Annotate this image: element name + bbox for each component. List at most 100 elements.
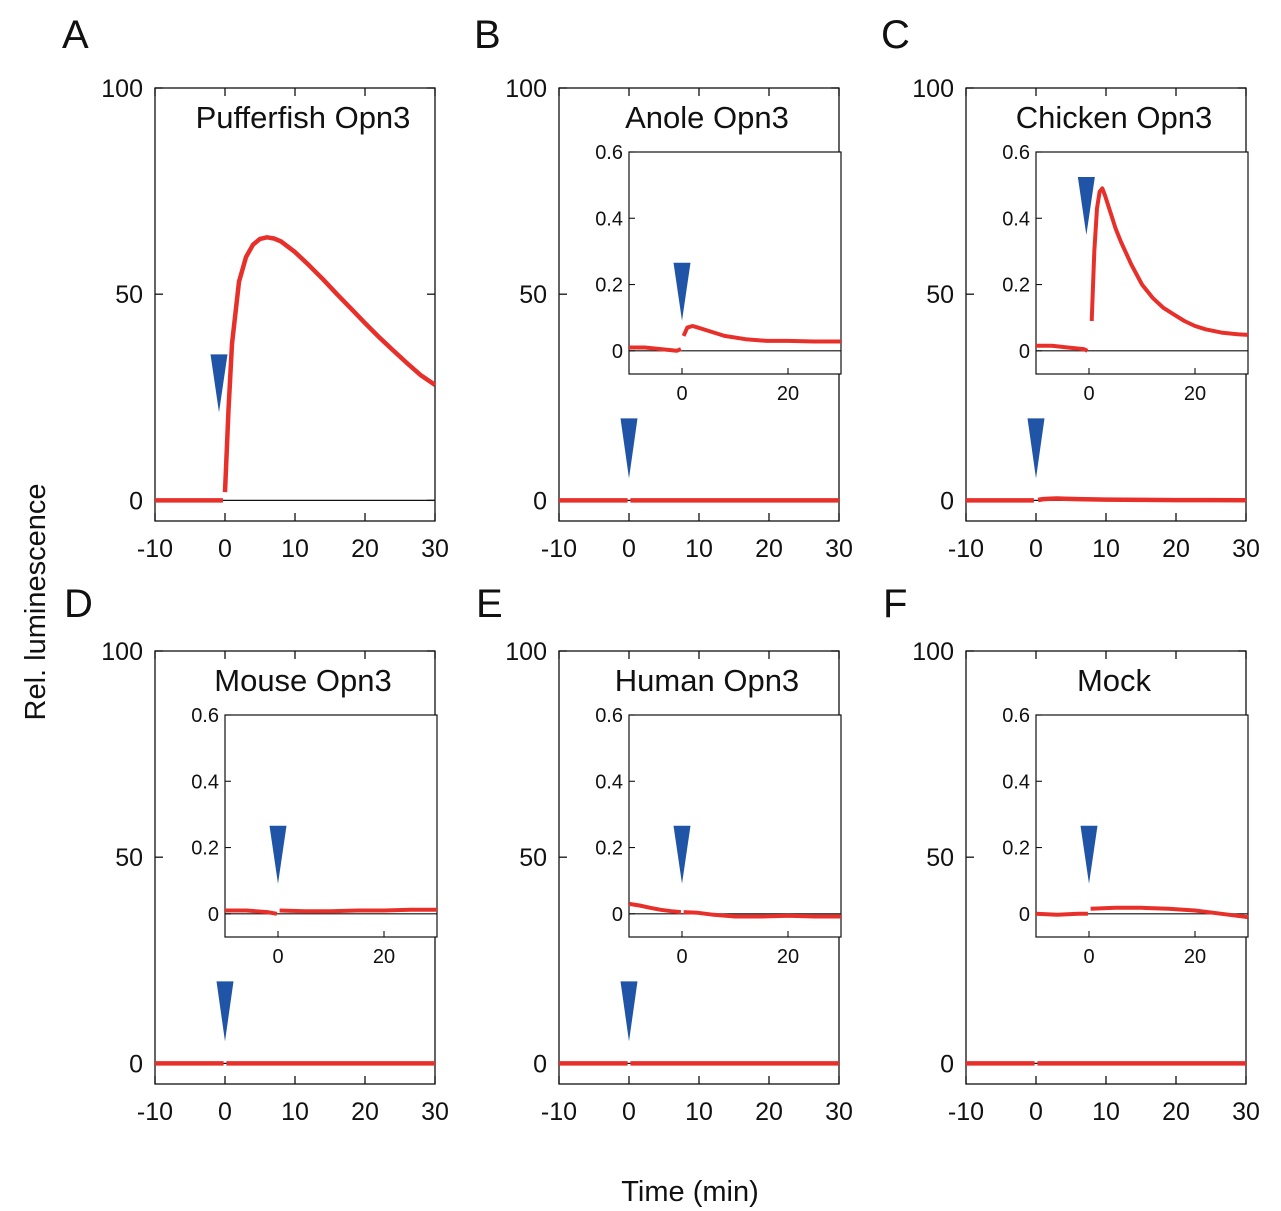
panel-a: A 0 50 100 -10 0 10 20 30 Pufferfish Opn3 <box>62 13 449 563</box>
y-tick-label: 50 <box>115 281 143 309</box>
x-tick-label: 20 <box>1162 1098 1190 1126</box>
x-tick-label: 30 <box>1232 535 1260 563</box>
inset-y-tick-label: 0.2 <box>191 838 219 860</box>
inset-x-tick-label: 20 <box>373 946 395 968</box>
inset-x-tick-label: 0 <box>1083 383 1094 405</box>
panel-title: Mock <box>1077 663 1152 698</box>
x-tick-label: 0 <box>622 1098 636 1126</box>
x-tick-label: 30 <box>1232 1098 1260 1126</box>
x-tick-label: 0 <box>1029 1098 1043 1126</box>
inset-x-tick-label: 0 <box>676 946 687 968</box>
inset-y-tick-label: 0 <box>612 904 623 926</box>
inset-series-line <box>629 345 682 353</box>
panel-letter: D <box>64 582 93 626</box>
inset-y-tick-label: 0.4 <box>595 771 623 793</box>
inset-y-tick-label: 0.6 <box>1002 705 1030 727</box>
inset-plot: 0 0.2 0.4 0.6 0 20 <box>595 142 842 405</box>
panel-title: Human Opn3 <box>615 663 799 698</box>
inset-series-line <box>628 901 682 915</box>
inset-light-onset-arrowhead <box>673 262 691 321</box>
y-tick-label: 0 <box>533 1050 547 1078</box>
y-tick-label: 50 <box>519 844 547 872</box>
panel-title: Mouse Opn3 <box>214 663 392 698</box>
light-onset-arrowhead <box>210 354 228 413</box>
inset-y-tick-label: 0.6 <box>595 705 623 727</box>
y-tick-label: 100 <box>505 638 547 666</box>
y-tick-label: 0 <box>129 1050 143 1078</box>
x-tick-label: 0 <box>218 535 232 563</box>
inset-series-line <box>279 907 437 914</box>
x-tick-label: 10 <box>1092 535 1120 563</box>
y-tick-label: 0 <box>533 487 547 515</box>
x-tick-label: 10 <box>685 1098 713 1126</box>
inset-light-onset-arrowhead <box>269 825 287 884</box>
x-tick-label: 10 <box>281 535 309 563</box>
x-tick-label: 30 <box>421 535 449 563</box>
inset-x-tick-label: 0 <box>1083 946 1094 968</box>
panel-e: E 0 50 100 -10 0 10 20 30 Human Opn3 0 0.2 0.4 0.6 0 20 <box>476 582 853 1126</box>
inset-series-line <box>1090 905 1249 920</box>
x-tick-label: -10 <box>137 1098 173 1126</box>
inset-y-tick-label: 0.2 <box>595 275 623 297</box>
y-tick-label: 50 <box>926 844 954 872</box>
x-tick-label: 30 <box>825 1098 853 1126</box>
inset-y-tick-label: 0.6 <box>191 705 219 727</box>
light-onset-arrowhead <box>1027 418 1045 479</box>
inset-plot: 0 0.2 0.4 0.6 0 20 <box>595 705 842 968</box>
inset-frame <box>628 714 842 938</box>
y-tick-label: 100 <box>912 75 954 103</box>
panel-letter: B <box>474 13 501 57</box>
inset-x-tick-label: 20 <box>1184 946 1206 968</box>
x-tick-label: -10 <box>541 1098 577 1126</box>
inset-x-tick-label: 20 <box>777 946 799 968</box>
x-tick-label: 20 <box>1162 535 1190 563</box>
inset-series-line <box>1036 343 1089 353</box>
panel-letter: A <box>62 13 89 57</box>
x-tick-label: 10 <box>1092 1098 1120 1126</box>
x-tick-label: 0 <box>218 1098 232 1126</box>
inset-frame <box>1035 151 1249 375</box>
inset-y-tick-label: 0.2 <box>1002 838 1030 860</box>
x-tick-label: 10 <box>281 1098 309 1126</box>
inset-series-line <box>683 910 841 919</box>
x-tick-label: 0 <box>622 535 636 563</box>
inset-plot: 0 0.2 0.4 0.6 0 20 <box>1002 142 1249 405</box>
inset-light-onset-arrowhead <box>1077 177 1095 235</box>
inset-y-tick-label: 0 <box>208 904 219 926</box>
inset-x-tick-label: 0 <box>272 946 283 968</box>
inset-series-line <box>225 908 278 916</box>
inset-x-tick-label: 20 <box>1184 383 1206 405</box>
y-tick-label: 50 <box>115 844 143 872</box>
inset-light-onset-arrowhead <box>673 825 691 884</box>
x-tick-label: 20 <box>351 1098 379 1126</box>
inset-y-tick-label: 0 <box>1019 341 1030 363</box>
panel-letter: E <box>476 582 503 626</box>
panel-f: F 0 50 100 -10 0 10 20 30 Mock 0 0.2 0.4 0.6 0 20 <box>883 582 1260 1126</box>
y-tick-label: 0 <box>129 487 143 515</box>
inset-y-tick-label: 0.4 <box>1002 771 1030 793</box>
y-tick-label: 0 <box>940 487 954 515</box>
x-tick-label: -10 <box>948 1098 984 1126</box>
series-line <box>1037 496 1247 503</box>
inset-x-tick-label: 0 <box>676 383 687 405</box>
inset-frame <box>224 714 438 938</box>
inset-y-tick-label: 0.4 <box>191 771 219 793</box>
x-tick-label: -10 <box>948 535 984 563</box>
series-line <box>222 235 437 493</box>
inset-y-tick-label: 0.4 <box>595 208 623 230</box>
x-axis-label: Time (min) <box>621 1176 758 1208</box>
y-axis-label: Rel. luminescence <box>20 484 52 721</box>
inset-x-tick-label: 20 <box>777 383 799 405</box>
inset-light-onset-arrowhead <box>1080 825 1098 884</box>
inset-y-tick-label: 0 <box>1019 904 1030 926</box>
y-tick-label: 50 <box>519 281 547 309</box>
y-tick-label: 100 <box>101 638 143 666</box>
panel-b: B 0 50 100 -10 0 10 20 30 Anole Opn3 0 0.2 0.4 0.6 0 20 <box>474 13 853 563</box>
inset-plot: 0 0.2 0.4 0.6 0 20 <box>1002 705 1249 968</box>
panel-title: Pufferfish Opn3 <box>196 100 411 135</box>
light-onset-arrowhead <box>620 418 638 479</box>
inset-y-tick-label: 0.6 <box>1002 142 1030 164</box>
panel-title: Anole Opn3 <box>625 100 789 135</box>
